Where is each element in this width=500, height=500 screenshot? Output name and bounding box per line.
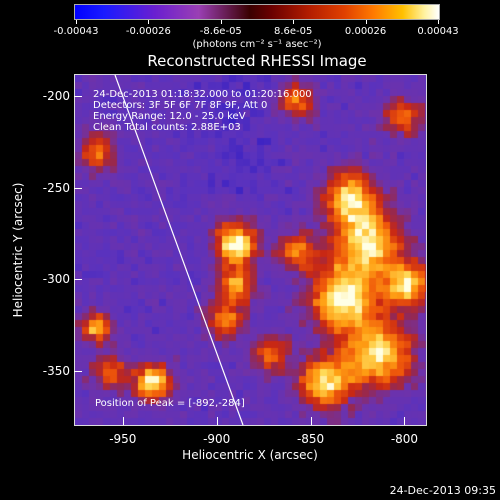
info-time-range: 24-Dec-2013 01:18:32.000 to 01:20:16.000 [93, 89, 312, 100]
colorbar-tick-mark [76, 20, 77, 24]
x-tick-label: -950 [109, 432, 137, 446]
colorbar-tick-label: 0.00043 [417, 26, 459, 37]
y-tick-mark [74, 187, 82, 189]
colorbar-tick-label: -0.00043 [53, 26, 99, 37]
colorbar-tick-mark [293, 20, 295, 24]
colorbar-tick-label: 8.6e-05 [273, 26, 313, 37]
render-timestamp: 24-Dec-2013 09:35 [389, 484, 496, 497]
x-tick-mark [310, 417, 312, 425]
colorbar-tick-label: 0.00026 [344, 26, 387, 37]
info-energy-range: Energy Range: 12.0 - 25.0 keV [93, 111, 246, 122]
solar-limb-line [114, 75, 244, 425]
colorbar-tick-mark [365, 20, 367, 24]
heatmap-image [75, 75, 426, 425]
y-tick-mark [74, 371, 82, 372]
x-tick-label: -800 [390, 432, 419, 446]
x-tick-label: -900 [203, 432, 231, 446]
colorbar-tick-mark [438, 20, 439, 24]
x-tick-mark [122, 417, 124, 425]
colorbar-tick-label: -8.6e-05 [199, 26, 242, 37]
heatmap-plot-area: 24-Dec-2013 01:18:32.000 to 01:20:16.000… [74, 74, 427, 426]
colorbar [74, 4, 440, 20]
y-tick-label: -350 [42, 364, 70, 378]
limb-overlay [114, 75, 244, 425]
y-axis-label: Heliocentric Y (arcsec) [11, 182, 25, 318]
info-clean-counts: Clean Total counts: 2.88E+03 [93, 122, 241, 133]
info-peak-position: Position of Peak = [-892,-284] [95, 398, 245, 409]
x-tick-label: -850 [296, 432, 325, 446]
y-tick-mark [74, 96, 82, 97]
colorbar-tick-mark [148, 20, 150, 24]
y-tick-mark [74, 279, 82, 281]
colorbar-unit: (photons cm⁻² s⁻¹ asec⁻²) [192, 39, 322, 50]
y-tick-label: -200 [42, 89, 70, 103]
x-axis-label: Heliocentric X (arcsec) [182, 448, 318, 462]
colorbar-tick-mark [220, 20, 222, 24]
plot-title: Reconstructed RHESSI Image [147, 52, 367, 70]
y-tick-label: -300 [42, 272, 70, 287]
y-tick-label: -250 [42, 180, 70, 195]
x-tick-mark [216, 417, 218, 425]
colorbar-tick-label: -0.00026 [125, 26, 171, 37]
x-tick-mark [404, 417, 406, 425]
info-detectors: Detectors: 3F 5F 6F 7F 8F 9F, Att 0 [93, 100, 268, 111]
